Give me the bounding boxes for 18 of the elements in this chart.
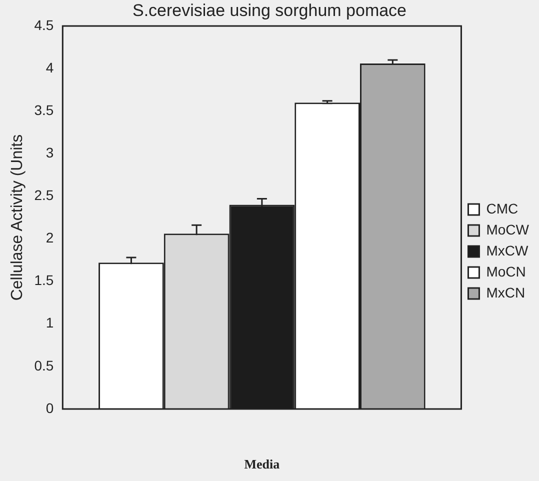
- legend-label: MxCN: [486, 284, 526, 300]
- y-tick-label: 3.5: [34, 102, 54, 118]
- x-axis-title: Media: [244, 456, 280, 472]
- chart-title: S.cerevisiae using sorghum pomace: [132, 1, 407, 20]
- legend-label: CMC: [486, 200, 518, 216]
- legend-label: MxCW: [486, 242, 529, 258]
- legend-label: MoCW: [486, 221, 530, 238]
- y-tick-label: 3: [46, 144, 54, 161]
- legend-label: MoCN: [486, 263, 526, 280]
- y-tick-label: 1: [46, 314, 54, 331]
- y-tick-label: 2.5: [34, 187, 54, 204]
- y-tick-label: 4: [46, 59, 54, 76]
- y-tick-label: 0: [46, 400, 54, 416]
- y-tick-label: 2: [46, 230, 54, 246]
- y-tick-label: 4.5: [34, 16, 54, 33]
- y-axis-title: Cellulase Activity (Units: [9, 134, 26, 301]
- y-tick-label: 0.5: [34, 357, 54, 374]
- y-tick-label: 1.5: [34, 272, 54, 288]
